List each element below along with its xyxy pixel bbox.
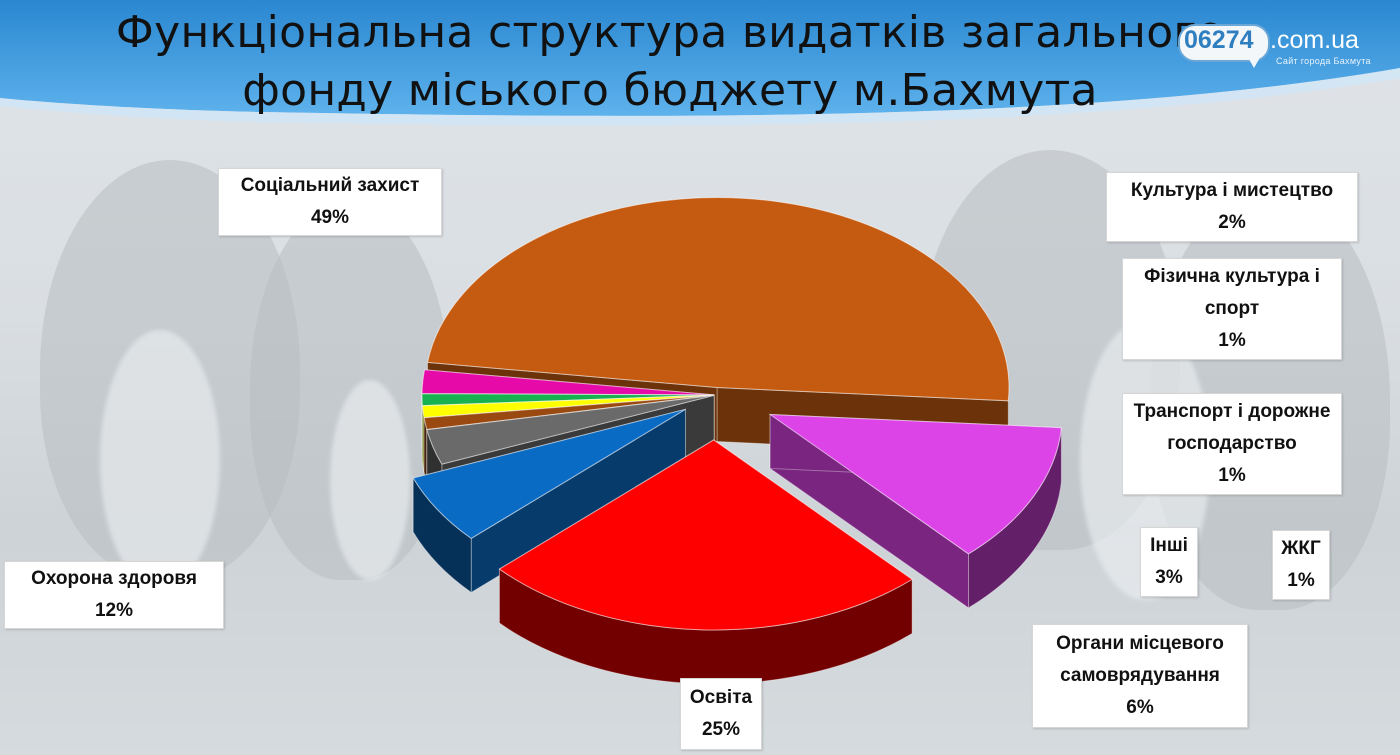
- label-other: Інші 3%: [1140, 527, 1198, 597]
- label-local-government: Органи місцевого самоврядування 6%: [1032, 624, 1248, 728]
- label-education-name: Освіта: [689, 687, 753, 708]
- label-housing: ЖКГ 1%: [1272, 530, 1330, 600]
- label-culture-name: Культура і мистецтво: [1130, 180, 1334, 201]
- label-education-value: 25%: [701, 719, 741, 740]
- label-housing-name: ЖКГ: [1281, 538, 1321, 559]
- label-culture: Культура і мистецтво 2%: [1106, 172, 1358, 242]
- label-sport-name-2: спорт: [1204, 298, 1260, 319]
- label-social-protection-name: Соціальний захист: [240, 175, 420, 196]
- label-transport: Транспорт і дорожне господарство 1%: [1122, 393, 1342, 495]
- logo-bubble-tail: [1246, 54, 1262, 68]
- label-health-value: 12%: [94, 600, 134, 621]
- title-line-1: Функціональна структура видатків загальн…: [115, 7, 1225, 58]
- pie-slice-8: [768, 413, 1062, 609]
- label-social-protection-value: 49%: [310, 207, 350, 228]
- site-logo[interactable]: 06274 .com.ua Сайт города Бахмута: [1178, 14, 1388, 74]
- pie-slice-5-top: [426, 394, 715, 465]
- pie-slice-6-top: [412, 408, 686, 539]
- title-banner: [0, 0, 1400, 126]
- label-education: Освіта 25%: [680, 678, 762, 750]
- label-local-government-name-2: самоврядування: [1060, 665, 1220, 686]
- pie-slice-6: [412, 408, 686, 594]
- label-housing-value: 1%: [1287, 570, 1315, 591]
- label-transport-name-2: господарство: [1167, 433, 1297, 454]
- label-social-protection: Соціальний захист 49%: [218, 168, 442, 236]
- label-local-government-name-1: Органи місцевого: [1056, 633, 1224, 654]
- label-sport-value: 1%: [1218, 330, 1246, 351]
- label-health-name: Охорона здоровя: [31, 568, 197, 589]
- label-local-government-value: 6%: [1126, 697, 1154, 718]
- label-other-name: Інші: [1150, 535, 1188, 556]
- pie-slice-0-top: [426, 197, 1010, 402]
- logo-tagline: Сайт города Бахмута: [1276, 56, 1371, 66]
- label-sport-name-1: Фізична культура і: [1144, 266, 1320, 287]
- label-sport: Фізична культура і спорт 1%: [1122, 258, 1342, 360]
- label-health: Охорона здоровя 12%: [4, 561, 224, 629]
- label-transport-value: 1%: [1218, 465, 1246, 486]
- title-line-2: фонду міського бюджету м.Бахмута: [242, 65, 1098, 116]
- logo-domain: .com.ua: [1270, 26, 1359, 54]
- logo-code: 06274: [1184, 26, 1254, 54]
- pie-slice-7: [498, 439, 914, 685]
- label-transport-name-1: Транспорт і дорожне: [1133, 401, 1331, 422]
- pie-slice-8-top: [768, 413, 1062, 555]
- pie-slice-7-top: [498, 439, 914, 631]
- page-title: Функціональна структура видатків загальн…: [0, 4, 1340, 120]
- label-culture-value: 2%: [1218, 212, 1246, 233]
- label-other-value: 3%: [1155, 567, 1183, 588]
